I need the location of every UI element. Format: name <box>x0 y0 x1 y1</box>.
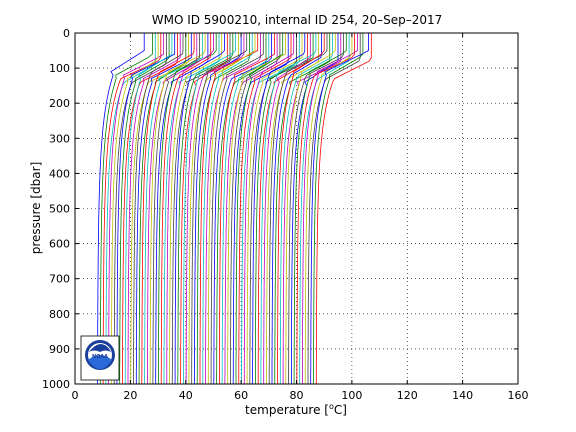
profile-line <box>252 33 306 384</box>
profile-line <box>235 33 284 384</box>
y-tick-label: 300 <box>49 132 70 145</box>
profile-line <box>127 33 181 384</box>
x-tick-label: 80 <box>290 389 304 402</box>
profile-line <box>166 33 214 385</box>
profile-line <box>307 33 361 384</box>
profile-line <box>243 33 295 384</box>
profile-line <box>277 33 325 384</box>
plot-area <box>74 32 519 385</box>
profile-line <box>210 33 264 385</box>
profile-line <box>141 33 195 384</box>
profile-line <box>315 33 372 384</box>
y-tick-label: 400 <box>49 167 70 180</box>
profile-line <box>194 33 242 384</box>
profile-line <box>185 33 245 384</box>
profile-line <box>296 33 355 384</box>
y-tick-label: 700 <box>49 273 70 286</box>
profile-line <box>271 33 322 384</box>
profile-line <box>227 33 286 384</box>
y-tick-labels: 0 100 200 300 400 500 600 700 800 900 1000 <box>42 27 70 391</box>
y-tick-label: 1000 <box>42 378 70 391</box>
y-tick-label: 800 <box>49 308 70 321</box>
x-tick-label: 20 <box>123 389 137 402</box>
profile-line <box>279 33 333 384</box>
profile-line <box>230 33 281 385</box>
profile-line <box>99 33 153 384</box>
x-axis-label: temperature [oC] <box>245 402 347 417</box>
profile-line <box>135 33 192 384</box>
x-tick-label: 100 <box>341 389 362 402</box>
profile-line <box>191 33 248 384</box>
profile-line <box>144 33 203 384</box>
profile-line <box>124 33 173 384</box>
profile-line <box>263 33 311 384</box>
x-tick-label: 40 <box>179 389 193 402</box>
profile-line <box>149 33 206 384</box>
y-tick-label: 500 <box>49 203 70 216</box>
profile-line <box>246 33 303 384</box>
profile-line <box>285 33 336 384</box>
y-tick-label: 100 <box>49 62 70 75</box>
profile-line <box>255 33 314 384</box>
profile-line <box>111 33 159 384</box>
degree-superscript: o <box>329 402 334 411</box>
profile-line <box>207 33 256 384</box>
profile-line <box>202 33 253 385</box>
profile-line <box>177 33 234 384</box>
y-tick-label: 600 <box>49 238 70 251</box>
profile-line <box>219 33 275 384</box>
chart-title: WMO ID 5900210, internal ID 254, 20–Sep–… <box>152 13 443 27</box>
noaa-logo: NOAA <box>80 335 120 381</box>
profile-line <box>205 33 261 384</box>
profile-line <box>97 33 145 384</box>
profile-line <box>108 33 164 384</box>
profile-line <box>213 33 272 384</box>
y-tick-label: 900 <box>49 343 70 356</box>
profile-line <box>102 33 162 384</box>
x-tick-label: 120 <box>397 389 418 402</box>
profile-line <box>302 33 358 384</box>
profile-line <box>169 33 223 384</box>
y-tick-label: 0 <box>63 27 70 40</box>
profile-line <box>293 33 347 384</box>
profile-line <box>152 33 200 384</box>
profile-line <box>268 33 328 384</box>
profile-line <box>183 33 236 384</box>
profile-line <box>158 33 217 384</box>
x-tick-label: 160 <box>508 389 529 402</box>
x-tick-label: 140 <box>452 389 473 402</box>
profile-line <box>199 33 259 384</box>
profile-line <box>119 33 170 384</box>
x-tick-labels: 0 20 40 60 80 100 120 140 160 <box>72 389 529 402</box>
y-axis-label: pressure [dbar] <box>29 162 43 255</box>
profile-line <box>221 33 270 384</box>
x-tick-label: 60 <box>234 389 248 402</box>
profile-line <box>238 33 292 385</box>
profile-line <box>310 33 369 384</box>
y-tick-label: 200 <box>49 97 70 110</box>
profile-line <box>133 33 184 384</box>
x-tick-label: 0 <box>72 389 79 402</box>
svg-text:NOAA: NOAA <box>92 354 108 360</box>
profile-line <box>174 33 225 385</box>
profile-line <box>260 33 317 384</box>
profile-line <box>304 33 353 384</box>
temperature-profiles <box>97 33 372 385</box>
profile-line <box>160 33 212 384</box>
axis-ticks <box>74 32 519 385</box>
profile-line <box>288 33 344 384</box>
profile-line <box>313 33 364 384</box>
profile-line <box>116 33 176 384</box>
